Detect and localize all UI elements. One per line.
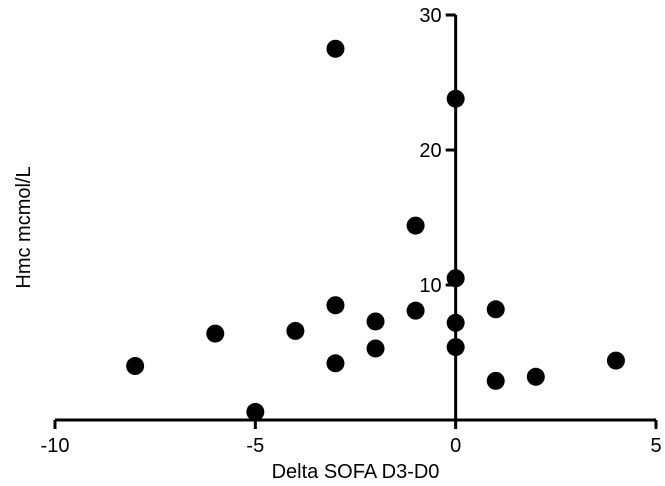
data-point [326,354,345,373]
data-point [126,357,145,375]
data-point [326,296,345,315]
data-point [446,313,465,332]
y-ticks: 10 20 30 [419,5,456,297]
x-tick-label: 5 [650,435,661,457]
data-point [526,367,545,386]
data-point [366,339,385,358]
data-point [366,312,385,331]
x-tick-label: -10 [41,435,70,457]
data-point [446,338,465,357]
data-point [406,216,425,235]
x-axis-title: Delta SOFA D3-D0 [272,461,440,483]
x-tick-label: -5 [246,435,264,457]
x-tick-label: 0 [450,435,461,457]
data-point [246,402,265,421]
y-tick-label: 30 [419,5,441,27]
data-points [126,39,625,421]
data-point [206,324,225,343]
data-point [286,321,305,340]
data-point [486,371,505,390]
data-point [486,300,505,319]
y-tick-label: 20 [419,140,441,162]
x-ticks: -10 -5 0 5 [41,420,662,457]
data-point [606,351,625,370]
data-point [406,301,425,320]
axes [55,15,656,422]
data-point [326,39,345,58]
y-axis-title: Hmc mcmol/L [13,166,35,288]
data-point [446,89,465,108]
y-tick-label: 10 [419,275,441,297]
data-point [446,269,465,288]
